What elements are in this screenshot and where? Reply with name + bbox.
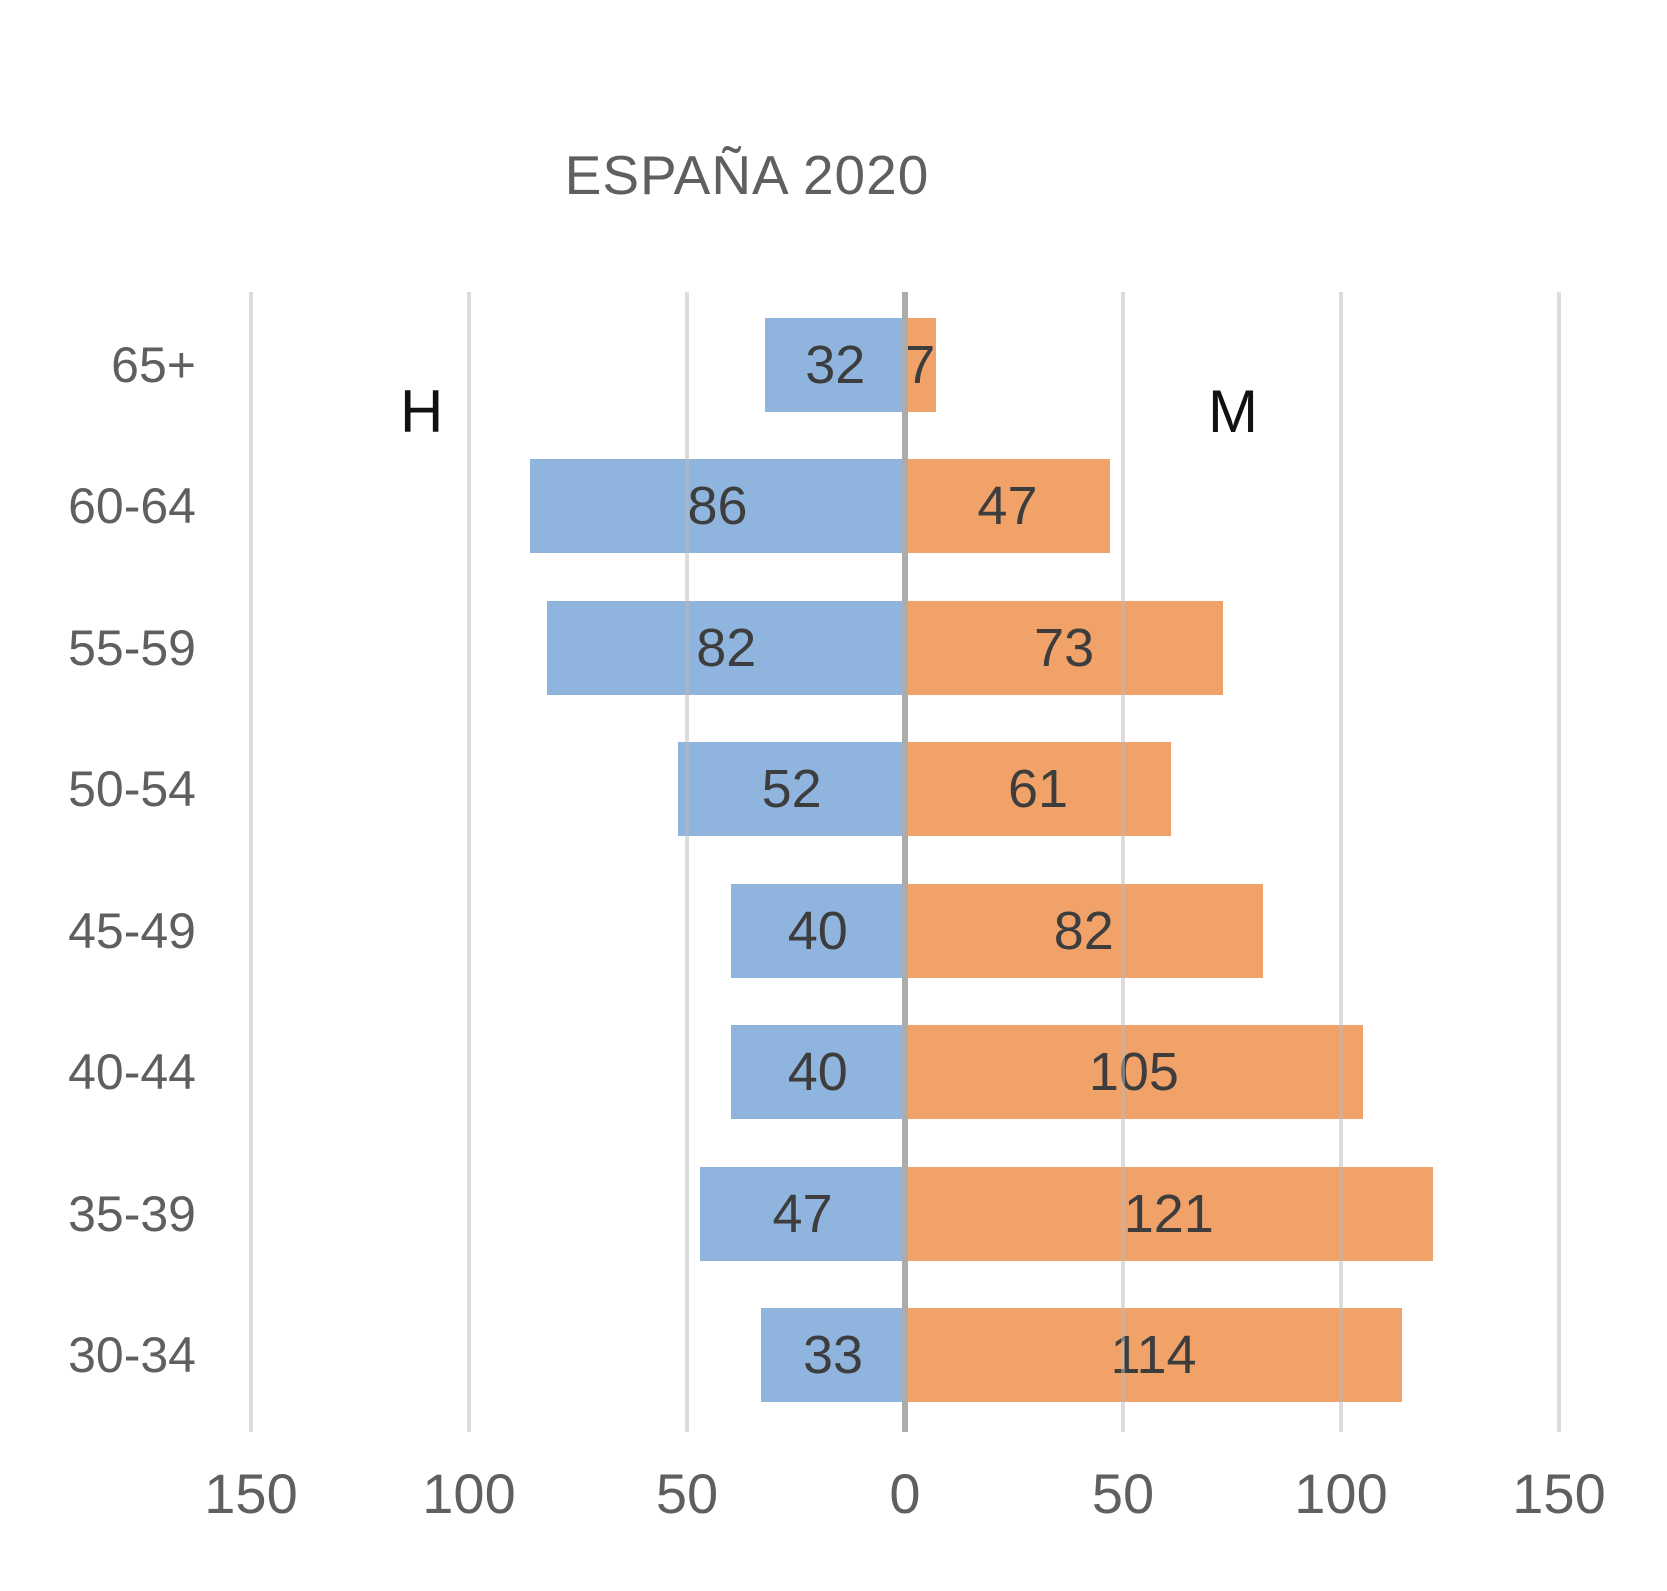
bar-men-35-39: 47 — [700, 1166, 905, 1261]
x-tick-label: 150 — [204, 1462, 298, 1525]
x-tick-label: 0 — [889, 1462, 921, 1525]
bar-women-60-64: 47 — [905, 459, 1110, 554]
value-label: 73 — [1034, 617, 1095, 678]
bar-men-40-44: 40 — [730, 1025, 905, 1120]
value-label: 7 — [905, 335, 936, 395]
value-label: 47 — [772, 1183, 833, 1244]
value-label: 52 — [761, 759, 822, 820]
x-tick-label: 100 — [1294, 1462, 1388, 1525]
bar-women-35-39: 121 — [905, 1166, 1433, 1261]
series-label-women: M — [1208, 378, 1258, 445]
category-label: 40-44 — [68, 1044, 196, 1101]
category-label: 30-34 — [68, 1327, 196, 1383]
value-label: 40 — [787, 1042, 848, 1103]
value-label: 86 — [687, 476, 748, 537]
value-label: 33 — [803, 1325, 864, 1385]
gridline — [685, 292, 689, 1432]
bar-men-30-34: 33 — [761, 1308, 905, 1402]
x-tick-label: 50 — [1091, 1462, 1155, 1525]
x-tick-label: 150 — [1512, 1462, 1606, 1525]
value-label: 40 — [787, 900, 848, 961]
bar-women-45-49: 82 — [905, 883, 1263, 978]
category-label: 35-39 — [68, 1185, 196, 1242]
bar-men-60-64: 86 — [530, 459, 905, 554]
category-label: 50-54 — [68, 761, 196, 818]
category-label: 45-49 — [68, 902, 196, 959]
zero-gridline — [902, 292, 908, 1432]
gridline — [1339, 292, 1343, 1432]
gridline — [249, 292, 253, 1432]
category-label: 60-64 — [68, 478, 196, 535]
gridline — [467, 292, 471, 1432]
bar-women-50-54: 61 — [905, 742, 1171, 837]
value-label: 47 — [977, 476, 1038, 537]
category-label: 65+ — [111, 337, 196, 393]
bar-women-65+: 7 — [905, 318, 936, 412]
value-label: 61 — [1007, 759, 1069, 820]
chart-title: ESPAÑA 2020 — [564, 144, 930, 206]
value-label: 82 — [1053, 900, 1114, 961]
value-label: 121 — [1123, 1183, 1214, 1244]
bar-women-40-44: 105 — [905, 1025, 1363, 1120]
gridline — [1557, 292, 1561, 1432]
category-label: 55-59 — [68, 619, 196, 676]
x-tick-label: 50 — [655, 1462, 719, 1525]
bar-men-65+: 32 — [765, 318, 905, 412]
value-label: 105 — [1088, 1042, 1179, 1103]
gridline — [1121, 292, 1125, 1432]
bar-men-55-59: 82 — [547, 600, 905, 695]
value-label: 32 — [805, 335, 866, 395]
bar-men-50-54: 52 — [678, 742, 905, 837]
bar-women-30-34: 114 — [905, 1308, 1403, 1402]
series-label-men: H — [400, 378, 444, 445]
value-label: 82 — [696, 617, 757, 678]
x-tick-label: 100 — [422, 1462, 516, 1525]
bar-men-45-49: 40 — [730, 883, 905, 978]
bar-women-55-59: 73 — [905, 600, 1224, 695]
